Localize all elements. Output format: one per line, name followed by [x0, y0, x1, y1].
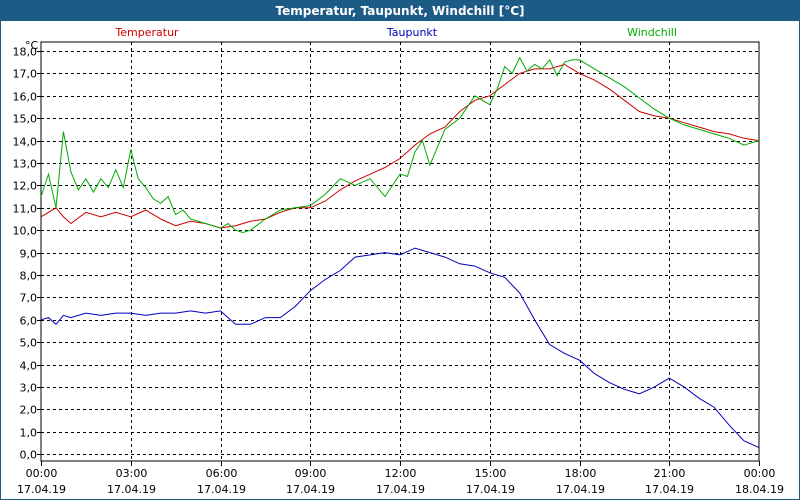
y-tick-label: 2,0 [20, 404, 38, 417]
x-tick-date: 17.04.19 [17, 483, 66, 496]
x-tick-date: 17.04.19 [286, 483, 335, 496]
y-axis-unit: °C [25, 39, 39, 52]
y-tick-label: 10,0 [13, 225, 38, 238]
x-tick-time: 15:00 [475, 467, 507, 480]
series-line-taupunkt [40, 247, 760, 449]
y-tick-label: 5,0 [20, 337, 38, 350]
legend-windchill: Windchill [627, 26, 677, 39]
x-tick-time: 00:00 [26, 467, 58, 480]
x-tick-time: 21:00 [654, 467, 686, 480]
y-tick-label: 12,0 [13, 180, 38, 193]
y-tick-label: 18,0 [13, 46, 38, 59]
legend-temperatur: Temperatur [114, 26, 179, 39]
y-tick-label: 0,0 [20, 449, 38, 462]
x-tick-time: 00:00 [744, 467, 776, 480]
x-tick-date: 17.04.19 [466, 483, 515, 496]
y-tick-label: 4,0 [20, 360, 38, 373]
x-tick-date: 17.04.19 [107, 483, 156, 496]
x-tick-date: 18.04.19 [735, 483, 784, 496]
y-tick-label: 1,0 [20, 427, 38, 440]
x-tick-date: 17.04.19 [197, 483, 246, 496]
legend-taupunkt: Taupunkt [386, 26, 438, 39]
y-tick-label: 14,0 [13, 136, 38, 149]
y-tick-label: 16,0 [13, 91, 38, 104]
y-tick-label: 7,0 [20, 292, 38, 305]
x-tick-time: 09:00 [295, 467, 327, 480]
chart-title: Temperatur, Taupunkt, Windchill [°C] [1, 1, 799, 21]
y-tick-label: 6,0 [20, 315, 38, 328]
y-tick-label: 9,0 [20, 248, 38, 261]
x-tick-date: 17.04.19 [645, 483, 694, 496]
y-tick-label: 13,0 [13, 158, 38, 171]
y-tick-label: 3,0 [20, 382, 38, 395]
series-line-windchill [40, 56, 760, 234]
x-tick-time: 03:00 [116, 467, 148, 480]
y-tick-label: 8,0 [20, 270, 38, 283]
x-tick-time: 12:00 [385, 467, 417, 480]
series-line-temperatur [40, 63, 760, 229]
x-tick-time: 06:00 [206, 467, 238, 480]
y-tick-label: 15,0 [13, 113, 38, 126]
x-tick-date: 17.04.19 [556, 483, 605, 496]
y-tick-label: 17,0 [13, 68, 38, 81]
x-tick-time: 18:00 [565, 467, 597, 480]
x-tick-date: 17.04.19 [376, 483, 425, 496]
y-tick-label: 11,0 [13, 203, 38, 216]
